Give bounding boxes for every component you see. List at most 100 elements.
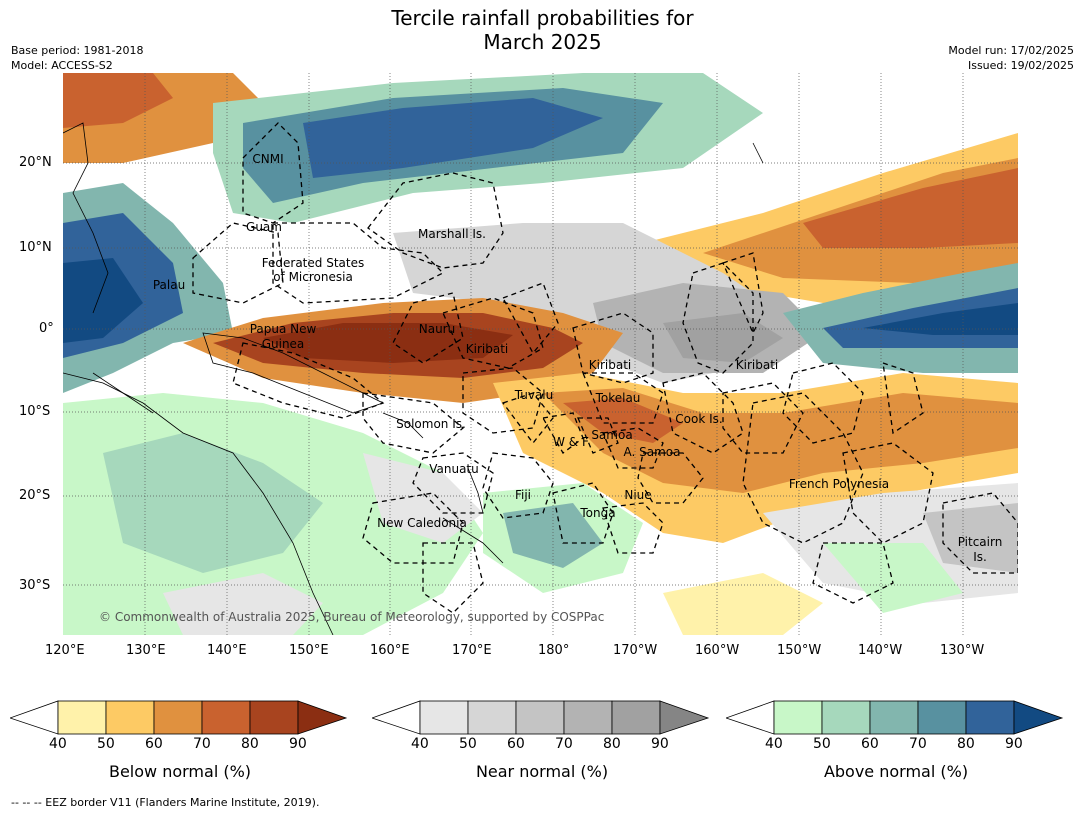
region-label-nauru: Nauru: [419, 322, 455, 336]
region-label-fsm-1: Federated States: [262, 256, 364, 270]
region-label-fiji: Fiji: [515, 488, 531, 502]
region-label-cook: Cook Is.: [675, 412, 722, 426]
region-label-palau: Palau: [153, 278, 185, 292]
lon-label: 150°W: [777, 643, 822, 658]
lat-label: 20°N: [19, 155, 52, 170]
lat-label: 10°S: [19, 404, 51, 419]
region-label-niue: Niue: [624, 488, 651, 502]
base-period: Base period: 1981-2018: [11, 44, 144, 57]
colorbar-tick-label: 40: [411, 736, 429, 752]
colorbar-tick-label: 90: [651, 736, 669, 752]
colorbar-tick-label: 90: [1005, 736, 1023, 752]
region-label-pitcairn-1: Pitcairn: [958, 535, 1003, 549]
title-line-1: Tercile rainfall probabilities for: [391, 6, 694, 30]
region-label-guam: Guam: [246, 220, 282, 234]
colorbar-tick-label: 60: [507, 736, 525, 752]
colorbar-min-arrow: [726, 700, 775, 735]
region-label-fp: French Polynesia: [789, 477, 889, 491]
lon-label: 120°E: [45, 643, 85, 658]
colorbar-min-arrow: [10, 700, 59, 735]
region-label-tonga: Tonga: [579, 506, 615, 520]
lat-label: 10°N: [19, 240, 52, 255]
colorbar-segment: [773, 700, 823, 735]
colorbar-max-arrow: [659, 700, 710, 735]
colorbar-segment: [467, 700, 517, 735]
colorbar-segment: [57, 700, 107, 735]
colorbar-segment: [105, 700, 155, 735]
region-labels: CNMI Guam Marshall Is. Federated States …: [153, 152, 1002, 564]
lon-label: 130°E: [126, 643, 166, 658]
lon-label: 140°E: [207, 643, 247, 658]
lon-label: 130°W: [940, 643, 985, 658]
colorbar-tick-label: 60: [145, 736, 163, 752]
region-label-pitcairn-2: Is.: [973, 550, 987, 564]
region-label-cnmi: CNMI: [252, 152, 283, 166]
colorbar-tick-label: 60: [861, 736, 879, 752]
colorbar-tick-label: 50: [813, 736, 831, 752]
eez-borders: [192, 122, 1018, 614]
lon-label: 180°: [538, 643, 570, 658]
region-label-wf: W & F: [553, 435, 589, 449]
colorbar-max-arrow: [297, 700, 348, 735]
region-label-png-1: Papua New: [250, 322, 317, 336]
colorbar-tick-label: 80: [957, 736, 975, 752]
colorbar-tick-label: 70: [555, 736, 573, 752]
region-label-fsm-2: of Micronesia: [273, 270, 353, 284]
colorbar-1: [10, 700, 348, 735]
region-label-tokelau: Tokelau: [595, 391, 641, 405]
colorbar-tick-label: 40: [49, 736, 67, 752]
colorbar-tick-label: 40: [765, 736, 783, 752]
colorbar-tick-label: 80: [603, 736, 621, 752]
colorbar-min-arrow: [372, 700, 421, 735]
colorbar-tick-label: 50: [459, 736, 477, 752]
colorbar-title: Above normal (%): [823, 762, 969, 781]
colorbar-3: [726, 700, 1064, 735]
copyright-text: © Commonwealth of Australia 2025, Bureau…: [99, 610, 604, 624]
colorbar-segment: [563, 700, 613, 735]
colorbar-title: Near normal (%): [475, 762, 609, 781]
region-label-samoa: Samoa: [591, 428, 632, 442]
colorbar-tick-label: 90: [289, 736, 307, 752]
region-label-marshall: Marshall Is.: [418, 227, 486, 241]
region-label-newcal: New Caledonia: [377, 516, 467, 530]
colorbar-segment: [249, 700, 299, 735]
region-label-kiribati-3: Kiribati: [736, 358, 778, 372]
colorbar-segment: [419, 700, 469, 735]
colorbar-segment: [965, 700, 1015, 735]
region-label-kiribati-1: Kiribati: [466, 342, 508, 356]
lon-label: 150°E: [289, 643, 329, 658]
colorbar-segment: [869, 700, 919, 735]
colorbar-segment: [515, 700, 565, 735]
colorbar-segment: [611, 700, 661, 735]
colorbar-segment: [153, 700, 203, 735]
model-name: Model: ACCESS-S2: [11, 59, 113, 72]
meta-right: Model run: 17/02/2025 Issued: 19/02/2025: [948, 43, 1074, 73]
lon-label: 170°W: [613, 643, 658, 658]
model-run: Model run: 17/02/2025: [948, 44, 1074, 57]
probability-shading: [63, 73, 1018, 635]
region-label-solomon: Solomon Is.: [396, 417, 466, 431]
graticule: [63, 73, 1018, 635]
rainfall-probability-map: CNMI Guam Marshall Is. Federated States …: [63, 73, 1018, 635]
lat-label: 20°S: [19, 488, 51, 503]
colorbar-title: Below normal (%): [108, 762, 252, 781]
title-line-2: March 2025: [483, 30, 602, 54]
colorbar-segment: [821, 700, 871, 735]
lon-label: 160°E: [370, 643, 410, 658]
lat-label: 30°S: [19, 578, 51, 593]
colorbar-2: [372, 700, 710, 735]
eez-footnote: -- -- -- EEZ border V11 (Flanders Marine…: [11, 796, 320, 809]
colorbar-tick-label: 80: [241, 736, 259, 752]
region-label-vanuatu: Vanuatu: [429, 462, 479, 476]
map-title: Tercile rainfall probabilities for March…: [0, 6, 1085, 54]
meta-left: Base period: 1981-2018 Model: ACCESS-S2: [11, 43, 143, 73]
region-label-png-2: Guinea: [262, 337, 305, 351]
colorbar-tick-label: 50: [97, 736, 115, 752]
colorbar-max-arrow: [1013, 700, 1064, 735]
region-label-tuvalu: Tuvalu: [514, 388, 554, 402]
region-label-asamoa: A. Samoa: [624, 445, 681, 459]
lon-label: 170°E: [452, 643, 492, 658]
colorbar-segment: [917, 700, 967, 735]
lon-label: 160°W: [695, 643, 740, 658]
colorbar-tick-label: 70: [909, 736, 927, 752]
